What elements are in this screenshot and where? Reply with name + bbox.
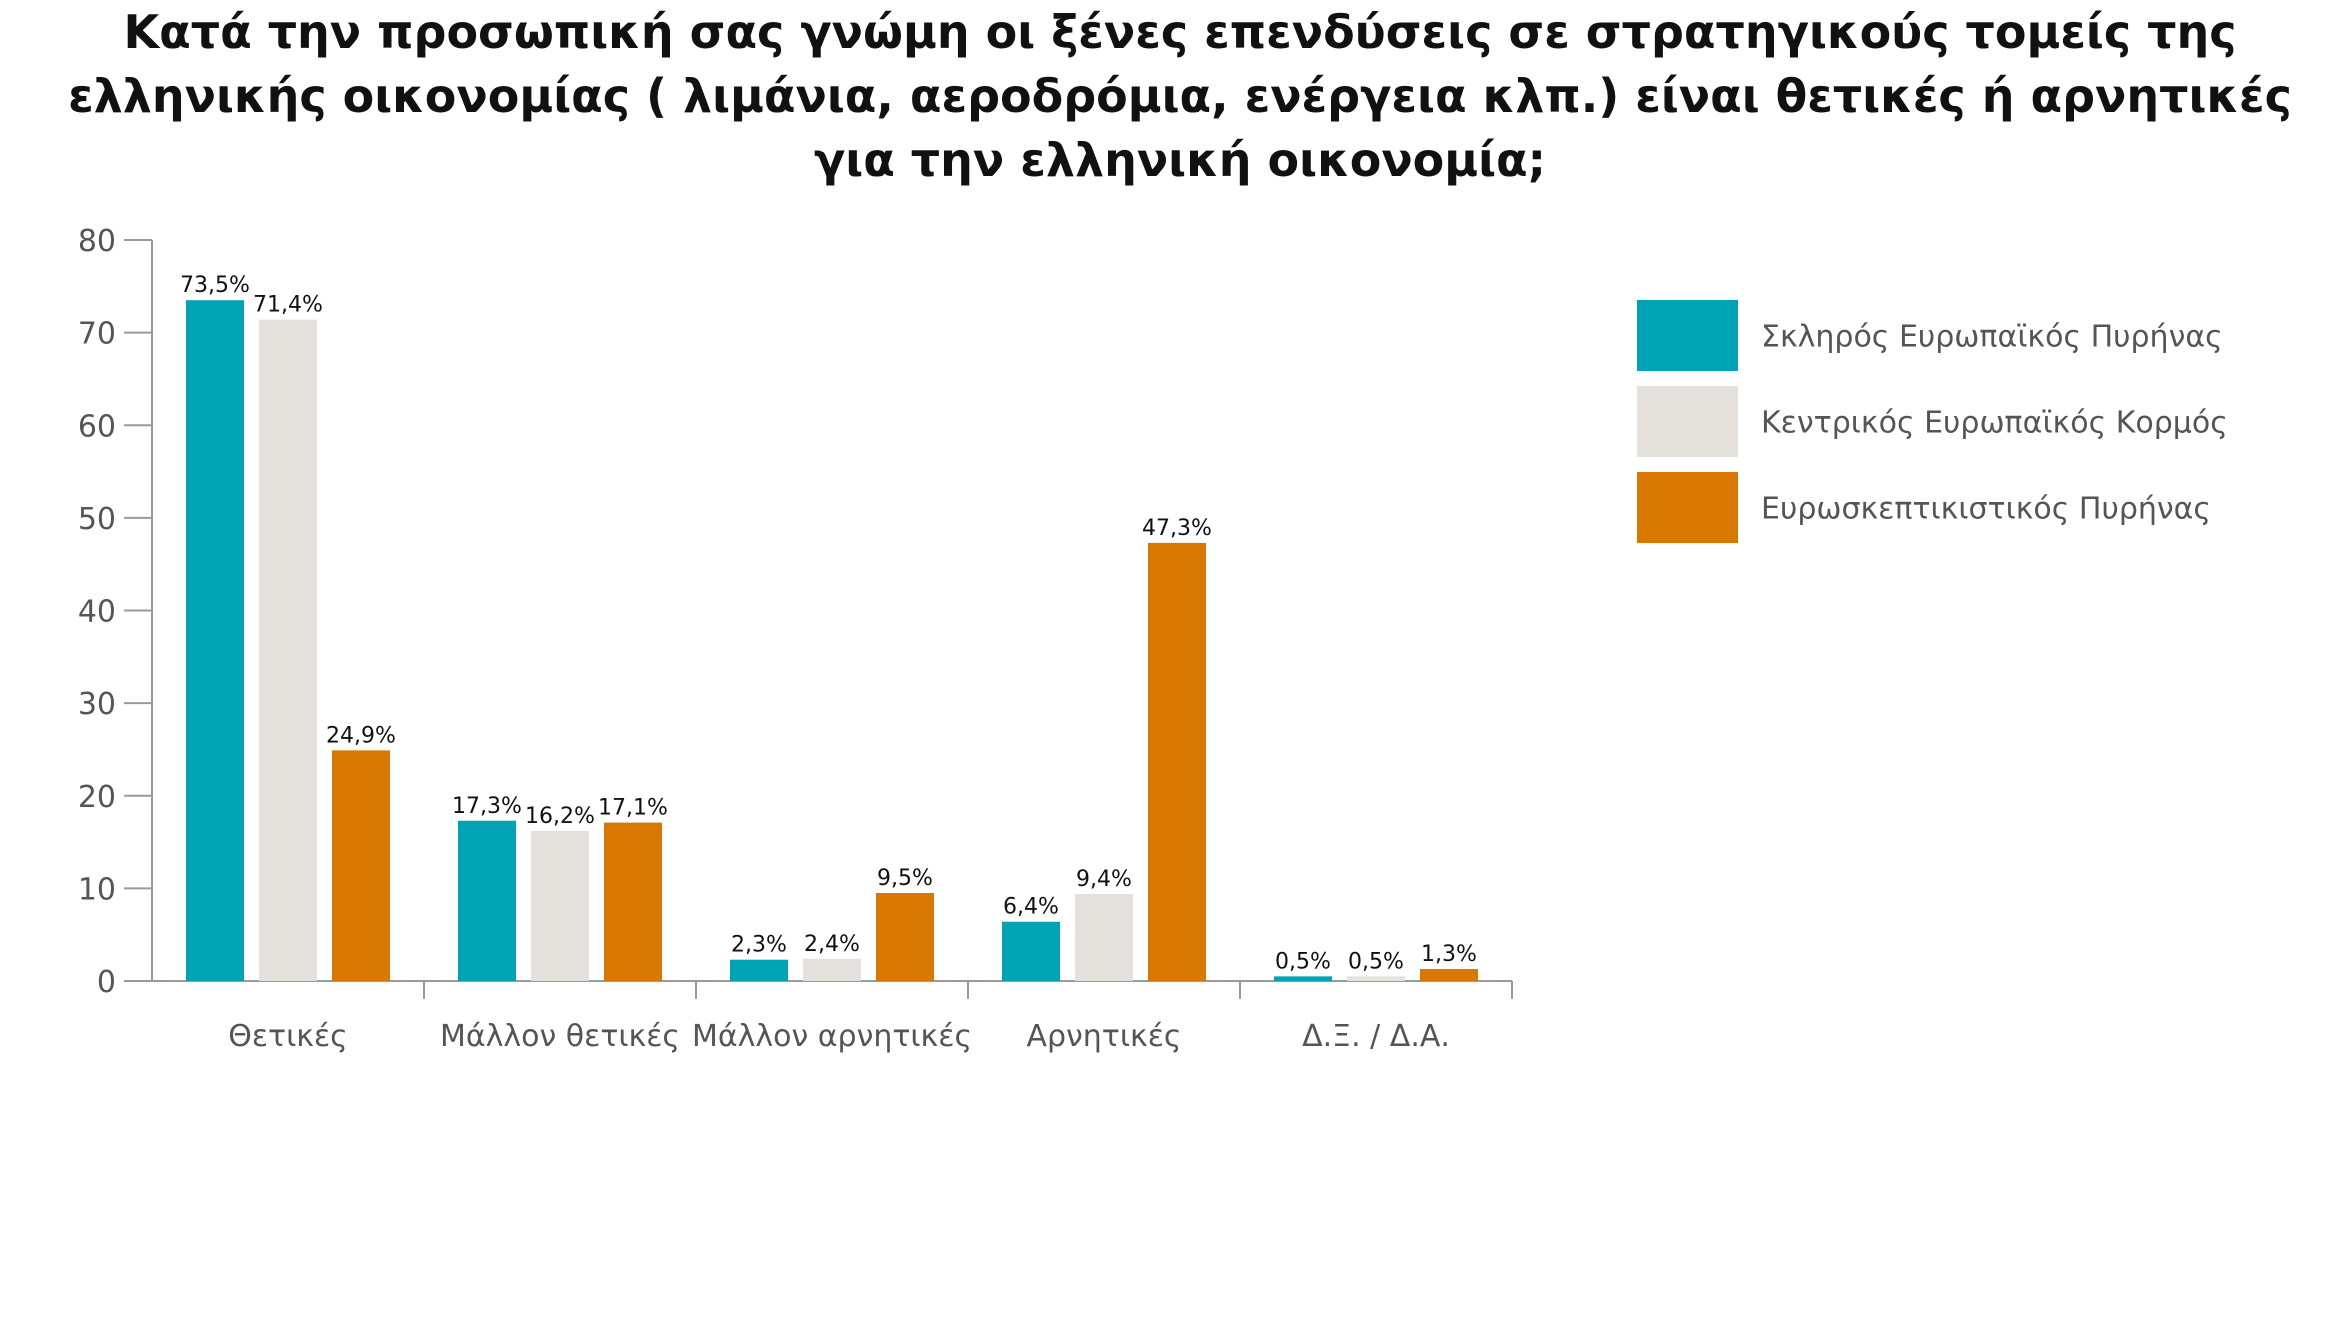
data-label: 1,3% [1421, 942, 1477, 967]
data-label: 9,5% [877, 866, 933, 891]
y-axis: 0 10 20 30 40 50 60 70 80 [78, 224, 153, 1000]
bar [876, 893, 934, 981]
legend-swatch [1637, 300, 1738, 371]
bars [186, 300, 1478, 982]
bar [1148, 542, 1206, 981]
bar [1002, 921, 1060, 981]
data-label: 71,4% [253, 293, 323, 318]
category-label: Δ.Ξ. / Δ.Α. [1302, 1019, 1450, 1054]
bar [332, 750, 390, 981]
category-label: Μάλλον θετικές [440, 1019, 680, 1054]
bar [1347, 976, 1405, 981]
y-tick-label: 70 [78, 317, 116, 352]
data-label: 73,5% [180, 273, 250, 298]
data-label: 17,1% [598, 796, 668, 821]
y-tick-label: 20 [78, 780, 116, 815]
legend-label: Ευρωσκεπτικιστικός Πυρήνας [1761, 492, 2211, 527]
legend-swatch [1637, 472, 1738, 543]
x-axis: Θετικές Μάλλον θετικές Μάλλον αρνητικές Αρν… [152, 980, 1513, 1054]
legend: Σκληρός Ευρωπαϊκός Πυρήνας Κεντρικός Ευρω… [1637, 300, 2228, 543]
y-tick-label: 80 [78, 224, 116, 259]
y-tick-label: 50 [78, 502, 116, 537]
data-label: 6,4% [1003, 895, 1059, 920]
legend-label: Κεντρικός Ευρωπαϊκός Κορμός [1761, 406, 2228, 441]
data-labels: 73,5%71,4% 24,9% 17,3% 16,2% 17,1% 2,3% 2,4% 9,… [180, 273, 1477, 974]
category-label: Μάλλον αρνητικές [692, 1019, 972, 1054]
data-label: 47,3% [1142, 516, 1212, 541]
data-label: 9,4% [1076, 867, 1132, 892]
bar [730, 959, 788, 981]
bar [1420, 968, 1478, 981]
legend-swatch [1637, 386, 1738, 457]
chart-title: Κατά την προσωπική σας γνώμη οι ξένες επ… [68, 5, 2292, 187]
data-label: 0,5% [1348, 949, 1404, 974]
bar [186, 300, 244, 981]
bar [458, 820, 516, 981]
bar [531, 830, 589, 981]
data-label: 16,2% [525, 804, 595, 829]
bar [1075, 893, 1133, 981]
bar [259, 319, 317, 982]
y-tick-label: 0 [97, 965, 116, 1000]
legend-label: Σκληρός Ευρωπαϊκός Πυρήνας [1761, 320, 2223, 355]
data-label: 17,3% [452, 794, 522, 819]
bar [1274, 976, 1332, 981]
y-tick-label: 30 [78, 687, 116, 722]
y-tick-label: 10 [78, 872, 116, 907]
bar [803, 958, 861, 981]
bar [604, 822, 662, 981]
y-tick-label: 60 [78, 409, 116, 444]
data-label: 2,3% [731, 933, 787, 958]
data-label: 0,5% [1275, 949, 1331, 974]
data-label: 24,9% [326, 723, 396, 748]
data-label: 2,4% [804, 932, 860, 957]
category-label: Αρνητικές [1026, 1019, 1181, 1054]
y-tick-label: 40 [78, 595, 116, 630]
category-label: Θετικές [228, 1019, 348, 1054]
